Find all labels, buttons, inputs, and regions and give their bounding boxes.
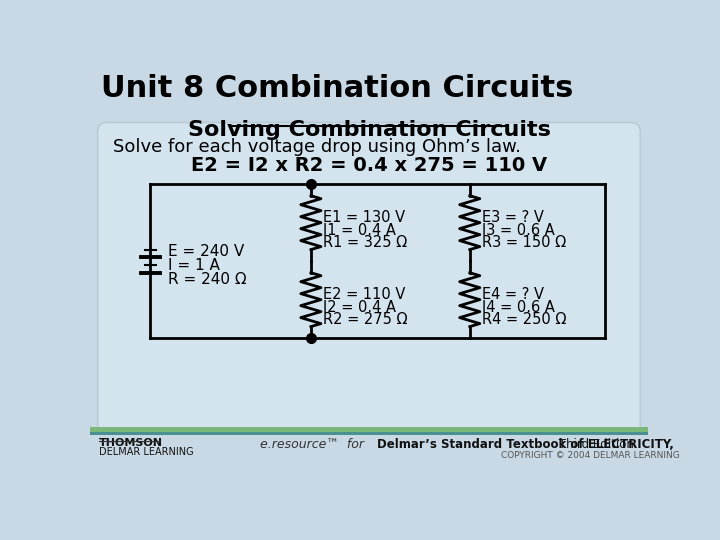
Text: R1 = 325 Ω: R1 = 325 Ω [323,235,408,250]
Text: Third Edition: Third Edition [555,438,634,451]
Text: R3 = 150 Ω: R3 = 150 Ω [482,235,566,250]
Text: COPYRIGHT © 2004 DELMAR LEARNING: COPYRIGHT © 2004 DELMAR LEARNING [500,451,680,460]
Text: R = 240 Ω: R = 240 Ω [168,272,246,287]
Text: E2 = I2 x R2 = 0.4 x 275 = 110 V: E2 = I2 x R2 = 0.4 x 275 = 110 V [191,156,547,174]
Bar [90,432,648,435]
Text: E = 240 V: E = 240 V [168,244,244,259]
Text: DELMAR LEARNING: DELMAR LEARNING [99,448,194,457]
Text: Solving Combination Circuits: Solving Combination Circuits [188,120,550,140]
Text: E3 = ? V: E3 = ? V [482,211,544,225]
Bar [90,428,648,481]
FancyBboxPatch shape [98,123,640,440]
Text: e.resource™  for: e.resource™ for [261,438,364,451]
Text: I3 = 0.6 A: I3 = 0.6 A [482,222,555,238]
Text: Delmar’s Standard Textbook of ELECTRICITY,: Delmar’s Standard Textbook of ELECTRICIT… [377,438,674,451]
Bar [90,428,648,433]
Text: I = 1 A: I = 1 A [168,258,220,273]
Text: E2 = 110 V: E2 = 110 V [323,287,405,302]
Text: Unit 8 Combination Circuits: Unit 8 Combination Circuits [101,74,573,103]
Text: Solve for each voltage drop using Ohm’s law.: Solve for each voltage drop using Ohm’s … [113,138,521,156]
Text: R4 = 250 Ω: R4 = 250 Ω [482,312,567,327]
Text: I1 = 0.4 A: I1 = 0.4 A [323,222,396,238]
Text: I2 = 0.4 A: I2 = 0.4 A [323,300,396,315]
Text: I4 = 0.6 A: I4 = 0.6 A [482,300,555,315]
Text: E1 = 130 V: E1 = 130 V [323,211,405,225]
Text: E4 = ? V: E4 = ? V [482,287,544,302]
Text: R2 = 275 Ω: R2 = 275 Ω [323,312,408,327]
Text: THOMSON: THOMSON [99,438,163,448]
